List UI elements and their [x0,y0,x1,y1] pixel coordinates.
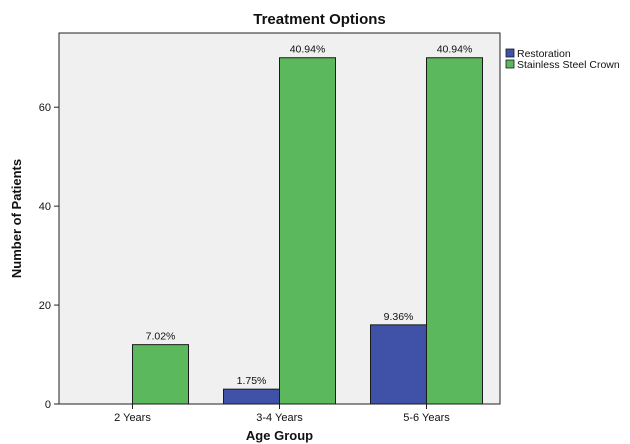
bar-restoration [223,388,280,405]
y-axis-title: Number of Patients [9,159,24,278]
data-label: 40.94% [290,44,326,56]
bar-stainless-steel-crown [426,57,483,405]
x-tick-label: 3-4 Years [256,412,303,424]
legend-swatch [505,48,515,58]
bars [132,57,483,405]
legend-label: Restoration [517,48,571,60]
data-label: 9.36% [384,311,414,323]
data-label: 40.94% [437,44,473,56]
y-tick-label: 40 [39,201,51,213]
bar-restoration [370,324,427,405]
legend-swatch [505,59,515,69]
bar-stainless-steel-crown [279,57,336,405]
x-tick-label: 2 Years [114,412,151,424]
y-tick-label: 60 [39,102,51,114]
y-axis: 0 20 40 60 [39,102,59,411]
bar-stainless-steel-crown [132,344,189,405]
y-tick-label: 0 [45,399,51,411]
y-tick-label: 20 [39,300,51,312]
chart-title: Treatment Options [253,11,386,28]
legend-label: Stainless Steel Crown [517,59,620,71]
x-tick-label: 5-6 Years [403,412,450,424]
data-label: 7.02% [146,331,176,343]
data-label: 1.75% [237,375,267,387]
data-labels: 1.75% 9.36% 7.02% 40.94% 40.94% [146,44,473,387]
x-axis-title: Age Group [246,428,313,443]
x-axis: 2 Years 3-4 Years 5-6 Years [114,404,450,424]
